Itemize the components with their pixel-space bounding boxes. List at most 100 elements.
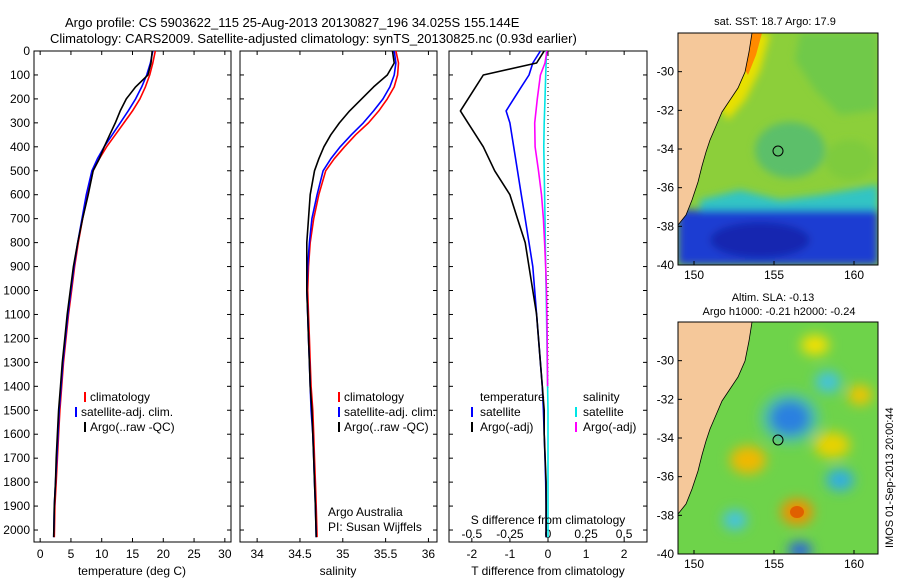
lon-tick-label: 150 — [684, 268, 704, 282]
depth-tick-label: 1600 — [3, 427, 30, 441]
s-tick-label: 0.25 — [574, 527, 598, 541]
depth-tick-label: 1100 — [4, 307, 30, 321]
depth-tick-label: 1200 — [3, 331, 30, 345]
sst-map-ticks: 150 155 160 -30 -32 -34 -36 -38 -40 — [657, 65, 865, 282]
depth-tick-label: 2000 — [3, 523, 30, 537]
sla-map-title-line1: Altim. SLA: -0.13 — [732, 292, 815, 304]
legend-s-satellite-label: satellite — [583, 405, 624, 419]
sst-cool-eddy — [755, 122, 825, 178]
lat-tick-label: -38 — [657, 508, 675, 522]
salinity-profiles — [305, 51, 400, 538]
sst-map-panel: sat. SST: 18.7 Argo: 17.9 150 155 160 -30 -3… — [657, 16, 879, 282]
sla-high-southwest — [730, 446, 766, 474]
s-tick-label: -0.5 — [462, 527, 483, 541]
lat-tick-label: -38 — [657, 219, 675, 233]
legend-climatology-label: climatology — [90, 390, 150, 404]
lat-tick-label: -36 — [657, 181, 675, 195]
sla-low-east — [815, 371, 841, 393]
sst-map-field — [678, 33, 878, 265]
depth-tick-label: 700 — [10, 212, 30, 226]
depth-tick-label: 1900 — [3, 499, 30, 513]
sla-map-title-line2: Argo h1000: -0.21 h2000: -0.24 — [703, 306, 856, 318]
x-tick-label: 15 — [126, 547, 140, 561]
depth-tick-label: 100 — [10, 68, 30, 82]
lat-tick-label: -36 — [657, 470, 675, 484]
lon-tick-label: 160 — [844, 268, 864, 282]
series-line-argo-raw-qc- — [52, 51, 153, 538]
t-difference-label: T difference from climatology — [471, 564, 625, 578]
legend-salinity-heading: salinity — [583, 390, 620, 404]
x-tick-label: 20 — [157, 547, 171, 561]
sla-map-panel: Altim. SLA: -0.13 Argo h1000: -0.21 h200… — [657, 292, 879, 571]
depth-tick-label: 800 — [10, 236, 30, 250]
series-line-salinity-argo-adj- — [533, 51, 549, 387]
legend-argo-label: Argo(..raw -QC) — [90, 420, 175, 434]
temperature-profiles — [52, 51, 157, 538]
lat-tick-label: -40 — [657, 258, 675, 272]
difference-profiles — [459, 51, 549, 538]
x-tick-label: 0 — [37, 547, 44, 561]
x-tick-label: 0 — [545, 547, 552, 561]
legend-s-argo-label: Argo(-adj) — [583, 420, 636, 434]
lat-tick-label: -32 — [657, 392, 675, 406]
sla-low-bottom — [788, 542, 812, 554]
x-tick-label: 5 — [68, 547, 75, 561]
argo-float-marker — [772, 434, 784, 446]
sla-high-north — [801, 335, 829, 355]
depth-tick-label: 200 — [10, 92, 30, 106]
x-tick-label: 2 — [621, 547, 628, 561]
land-mass — [678, 322, 753, 515]
lat-tick-label: -34 — [657, 431, 675, 445]
lat-tick-label: -30 — [657, 65, 675, 79]
lat-tick-label: -40 — [657, 547, 675, 561]
depth-tick-label: 1300 — [3, 355, 30, 369]
temperature-ticks: 0 5 10 15 20 25 30 — [34, 50, 232, 561]
depth-tick-label: 900 — [10, 260, 30, 274]
x-tick-label: -1 — [505, 547, 516, 561]
x-tick-label: 1 — [583, 547, 590, 561]
x-tick-label: -2 — [467, 547, 478, 561]
salinity-legend: climatology satellite-adj. clim. Argo(..… — [338, 390, 436, 434]
pi-credit: PI: Susan Wijffels — [328, 520, 422, 534]
sla-high-center — [814, 432, 850, 458]
legend-temperature-heading: temperature — [480, 390, 545, 404]
depth-tick-label: 1000 — [3, 284, 30, 298]
sst-cool-zone — [795, 33, 878, 115]
s-tick-label: -0.25 — [496, 527, 524, 541]
sst-cold-core — [710, 222, 810, 258]
argo-float-marker — [772, 145, 784, 157]
legend-t-argo-label: Argo(-adj) — [480, 420, 533, 434]
imos-timestamp: IMOS 01-Sep-2013 20:00:44 — [884, 407, 896, 548]
s-difference-label: S difference from climatology — [471, 513, 626, 527]
lon-tick-label: 155 — [764, 268, 784, 282]
depth-tick-label: 1800 — [3, 475, 30, 489]
depth-tick-label: 1400 — [3, 379, 30, 393]
difference-panel: -2 -1 0 1 2-0.5 -0.25 0 0.25 0.5 temperature sal… — [448, 50, 648, 578]
legend-satellite-label: satellite-adj. clim. — [344, 405, 436, 419]
sst-green-patch — [825, 140, 875, 180]
sla-map-field — [678, 322, 878, 554]
lon-tick-label: 155 — [764, 557, 784, 571]
depth-tick-label: 600 — [10, 188, 30, 202]
series-line-temperature-argo-adj- — [459, 51, 547, 538]
legend-argo-label: Argo(..raw -QC) — [344, 420, 429, 434]
depth-tick-label: 1500 — [3, 403, 30, 417]
sla-low-ring — [760, 392, 820, 444]
salinity-axes-box — [239, 50, 438, 543]
lon-tick-label: 160 — [844, 557, 864, 571]
difference-legend: temperature salinity satellite Argo(-adj… — [471, 390, 636, 434]
figure-title-line2: Climatology: CARS2009. Satellite-adjuste… — [50, 31, 577, 46]
s-tick-label: 0.5 — [616, 527, 633, 541]
sla-high-core — [790, 506, 804, 518]
temperature-legend: climatology satellite-adj. clim. Argo(..… — [75, 390, 175, 434]
figure-title-line1: Argo profile: CS 5903622_115 25-Aug-2013… — [65, 15, 520, 30]
sla-map-ticks: 150 155 160 -30 -32 -34 -36 -38 -40 — [657, 354, 865, 571]
x-tick-label: 25 — [187, 547, 201, 561]
lat-tick-label: -30 — [657, 354, 675, 368]
legend-climatology-label: climatology — [344, 390, 404, 404]
legend-satellite-label: satellite-adj. clim. — [81, 405, 173, 419]
sla-high-northeast — [848, 385, 872, 405]
x-tick-label: 10 — [95, 547, 109, 561]
depth-tick-label: 500 — [10, 164, 30, 178]
